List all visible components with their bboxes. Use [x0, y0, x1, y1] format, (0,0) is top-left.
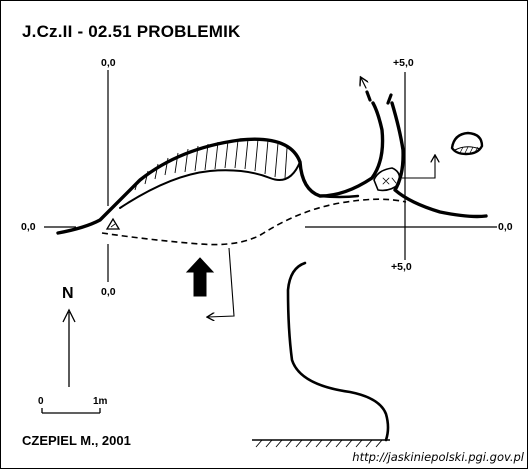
- entrance-triangle-icon: [105, 217, 121, 230]
- scale-end-label: 1m: [93, 396, 108, 407]
- section-arrow-left: [208, 247, 235, 317]
- section-arrow-right: [402, 156, 435, 179]
- axis-label-right-bottom: +5,0: [391, 261, 412, 273]
- axis-label-right-top: +5,0: [393, 57, 414, 69]
- ground-hatch: [252, 439, 390, 448]
- cave-outline: [56, 78, 488, 235]
- scale-start-label: 0: [38, 396, 44, 407]
- small-cross-section-icon: [450, 131, 484, 156]
- diagram-title: J.Cz.II - 02.51 PROBLEMIK: [22, 22, 241, 41]
- north-label: N: [62, 285, 74, 302]
- author-credit: CZEPIEL M., 2001: [22, 433, 131, 448]
- north-arrow-icon: [62, 308, 76, 387]
- axis-label-left-bottom: 0,0: [101, 286, 116, 298]
- axis-label-left-side: 0,0: [21, 221, 36, 233]
- source-url: http://jaskiniepolski.pgi.gov.pl: [352, 450, 524, 464]
- lower-passage-outline: [286, 261, 390, 442]
- scale-bar: [41, 408, 101, 414]
- axis-label-left-top: 0,0: [101, 57, 116, 69]
- cave-floor-dashed: [101, 198, 407, 246]
- right-section-axes: [305, 72, 497, 260]
- entrance-direction-arrow-icon: [185, 257, 215, 297]
- left-section-axes: [44, 70, 109, 282]
- axis-label-right-side: 0,0: [498, 221, 513, 233]
